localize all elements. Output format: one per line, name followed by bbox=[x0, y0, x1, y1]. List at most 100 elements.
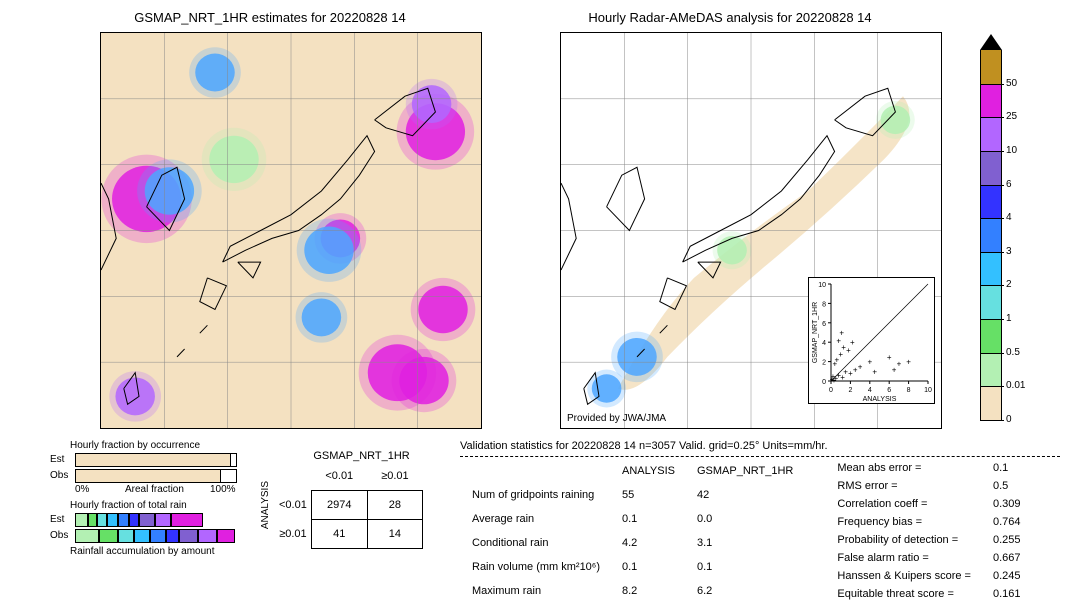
svg-text:+: + bbox=[897, 360, 902, 369]
total-rain-title: Hourly fraction of total rain bbox=[70, 500, 187, 511]
map2-plotarea: 00224466881010++++++++++++++++++++++++AN… bbox=[560, 32, 942, 429]
stat-val: 0.5 bbox=[983, 478, 1031, 494]
val-a: 55 bbox=[612, 484, 685, 506]
stat-label: Hanssen & Kuipers score = bbox=[827, 568, 981, 584]
rain-seg bbox=[134, 529, 150, 543]
cbar-seg bbox=[980, 84, 1002, 119]
occurrence-title: Hourly fraction by occurrence bbox=[70, 440, 200, 451]
svg-text:0: 0 bbox=[829, 387, 833, 394]
rain-seg bbox=[88, 513, 98, 527]
ctab-c10: 41 bbox=[311, 520, 367, 549]
cbar-seg bbox=[980, 185, 1002, 220]
skill-scores: Mean abs error =0.1RMS error =0.5Correla… bbox=[825, 458, 1032, 604]
est-label-2: Est bbox=[50, 514, 64, 525]
cbar-label: 2 bbox=[1006, 279, 1012, 290]
rain-obs-bar bbox=[75, 529, 235, 543]
est-label-1: Est bbox=[50, 454, 64, 465]
stat-label: RMS error = bbox=[827, 478, 981, 494]
rain-seg bbox=[118, 529, 134, 543]
cbar-seg bbox=[980, 117, 1002, 152]
cbar-label: 3 bbox=[1006, 246, 1012, 257]
rain-seg bbox=[179, 529, 198, 543]
cbar-seg bbox=[980, 151, 1002, 186]
rain-seg bbox=[97, 513, 107, 527]
cbar-seg bbox=[980, 50, 1002, 85]
ctab-c11: 14 bbox=[367, 520, 422, 549]
val-row-label: Maximum rain bbox=[462, 580, 610, 602]
cbar-seg bbox=[980, 386, 1002, 421]
map1-plotarea: 125°E130°E135°E140°E145°E25°N30°N35°N40°… bbox=[100, 32, 482, 429]
col-gsmap: GSMAP_NRT_1HR bbox=[687, 460, 803, 482]
cbar-seg bbox=[980, 285, 1002, 320]
rain-seg bbox=[99, 529, 118, 543]
svg-text:10: 10 bbox=[924, 387, 932, 394]
ctab-col-header: GSMAP_NRT_1HR bbox=[300, 450, 423, 462]
rain-seg bbox=[150, 529, 166, 543]
cbar-label: 0.01 bbox=[1006, 380, 1025, 391]
svg-text:+: + bbox=[839, 329, 844, 338]
accum-title: Rainfall accumulation by amount bbox=[70, 546, 215, 557]
colorbar: 00.010.512346102550 bbox=[980, 30, 1040, 425]
val-a: 0.1 bbox=[612, 556, 685, 578]
val-g: 3.1 bbox=[687, 532, 803, 554]
map2-title: Hourly Radar-AMeDAS analysis for 2022082… bbox=[530, 10, 930, 25]
stat-val: 0.1 bbox=[983, 460, 1031, 476]
contingency-panel: GSMAP_NRT_1HR ANALYSIS <0.01 ≥0.01 <0.01… bbox=[260, 450, 423, 549]
stat-val: 0.255 bbox=[983, 532, 1031, 548]
svg-text:+: + bbox=[872, 367, 877, 376]
occ-obs-bar bbox=[75, 469, 221, 483]
svg-text:GSMAP_NRT_1HR: GSMAP_NRT_1HR bbox=[812, 302, 819, 363]
cbar-label: 4 bbox=[1006, 212, 1012, 223]
obs-label-1: Obs bbox=[50, 470, 68, 481]
svg-text:4: 4 bbox=[868, 387, 872, 394]
map1-title: GSMAP_NRT_1HR estimates for 20220828 14 bbox=[70, 10, 470, 25]
cbar-seg bbox=[980, 252, 1002, 287]
occurrence-xlabel: Areal fraction bbox=[125, 484, 184, 495]
stat-val: 0.667 bbox=[983, 550, 1031, 566]
rain-est-bar bbox=[75, 513, 235, 527]
rain-seg bbox=[217, 529, 235, 543]
stat-label: False alarm ratio = bbox=[827, 550, 981, 566]
obs-label-2: Obs bbox=[50, 530, 68, 541]
val-row-label: Conditional rain bbox=[462, 532, 610, 554]
ctab-row-header: ANALYSIS bbox=[260, 481, 271, 529]
svg-text:2: 2 bbox=[822, 360, 826, 367]
svg-text:6: 6 bbox=[822, 321, 826, 328]
svg-text:+: + bbox=[867, 358, 872, 367]
ctab-row-ge: ≥0.01 bbox=[275, 520, 311, 549]
stat-val: 0.309 bbox=[983, 496, 1031, 512]
stat-val: 0.245 bbox=[983, 568, 1031, 584]
divider bbox=[460, 456, 1060, 457]
svg-text:+: + bbox=[836, 336, 841, 345]
cbar-label: 50 bbox=[1006, 78, 1017, 89]
svg-text:+: + bbox=[906, 358, 911, 367]
val-a: 0.1 bbox=[612, 508, 685, 530]
val-a: 4.2 bbox=[612, 532, 685, 554]
stat-label: Frequency bias = bbox=[827, 514, 981, 530]
map2-provided: Provided by JWA/JMA bbox=[567, 413, 666, 424]
val-g: 0.0 bbox=[687, 508, 803, 530]
cbar-label: 0 bbox=[1006, 414, 1012, 425]
rain-seg bbox=[198, 529, 217, 543]
svg-text:6: 6 bbox=[887, 387, 891, 394]
svg-text:+: + bbox=[858, 362, 863, 371]
svg-text:2: 2 bbox=[848, 387, 852, 394]
stat-label: Equitable threat score = bbox=[827, 586, 981, 602]
val-g: 0.1 bbox=[687, 556, 803, 578]
rain-seg bbox=[166, 529, 179, 543]
cbar-label: 6 bbox=[1006, 179, 1012, 190]
svg-text:+: + bbox=[846, 346, 851, 355]
cbar-arrow-icon bbox=[980, 34, 1002, 50]
val-a: 8.2 bbox=[612, 580, 685, 602]
ctab-c00: 2974 bbox=[311, 491, 367, 520]
ctab-lt: <0.01 bbox=[311, 462, 367, 491]
svg-text:ANALYSIS: ANALYSIS bbox=[863, 396, 897, 403]
rain-seg bbox=[107, 513, 118, 527]
validation-header: Validation statistics for 20220828 14 n=… bbox=[460, 440, 1070, 452]
rain-seg bbox=[75, 529, 99, 543]
inset-scatter: 00224466881010++++++++++++++++++++++++AN… bbox=[808, 277, 935, 404]
rain-seg bbox=[129, 513, 139, 527]
rain-seg bbox=[139, 513, 155, 527]
col-analysis: ANALYSIS bbox=[612, 460, 685, 482]
svg-text:+: + bbox=[887, 353, 892, 362]
